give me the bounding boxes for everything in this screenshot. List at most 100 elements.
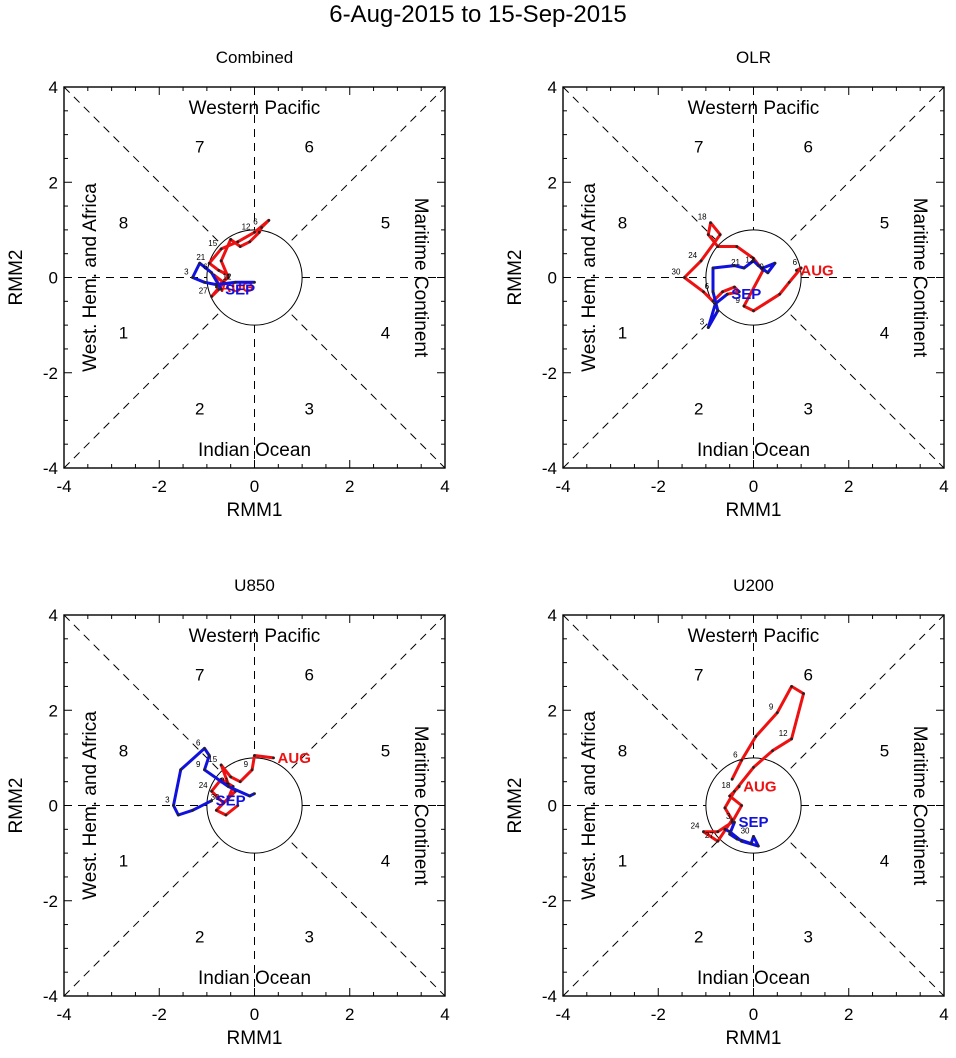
- phase-number-2: 2: [195, 927, 204, 946]
- day-marker: [238, 780, 242, 784]
- phase-number-1: 1: [119, 323, 128, 342]
- day-marker: [740, 758, 743, 762]
- day-marker: [226, 276, 230, 279]
- day-label: 24: [688, 251, 697, 260]
- x-tick-label: 2: [844, 477, 853, 496]
- day-marker: [752, 766, 755, 769]
- x-tick-label: 0: [250, 1005, 259, 1024]
- day-marker: [794, 268, 798, 272]
- day-label: 21: [220, 776, 229, 785]
- day-label: 9: [244, 760, 249, 769]
- day-marker: [742, 304, 746, 308]
- day-label: 30: [672, 268, 681, 277]
- figure-title: 6-Aug-2015 to 15-Sep-2015: [329, 1, 627, 28]
- day-marker: [267, 218, 271, 222]
- day-label: 27: [705, 831, 714, 840]
- day-label: 3: [184, 268, 189, 277]
- day-marker: [728, 794, 732, 798]
- day-marker: [217, 268, 221, 272]
- phase-number-4: 4: [381, 851, 390, 870]
- day-label: 24: [199, 781, 208, 790]
- phase-number-4: 4: [381, 323, 390, 342]
- day-marker: [723, 827, 727, 831]
- day-marker: [752, 309, 755, 313]
- month-label-aug: AUG: [278, 750, 311, 767]
- day-marker: [716, 839, 720, 843]
- region-label-right: Maritime Continent: [909, 726, 930, 886]
- panel-title: Combined: [216, 48, 294, 67]
- month-label-aug: AUG: [800, 262, 833, 279]
- phase-number-7: 7: [694, 666, 703, 685]
- x-axis-label: RMM1: [227, 500, 283, 521]
- day-marker: [219, 247, 223, 251]
- region-label-right: Maritime Continent: [909, 198, 930, 358]
- day-marker: [773, 261, 777, 265]
- unit-circle: [705, 757, 802, 854]
- y-tick-label: -4: [43, 987, 58, 1006]
- y-tick-label: -4: [43, 459, 58, 478]
- phase-number-3: 3: [305, 399, 314, 418]
- day-marker: [702, 830, 705, 834]
- day-marker: [790, 737, 793, 741]
- panel-title: U200: [733, 576, 774, 595]
- day-marker: [215, 285, 218, 289]
- day-marker: [203, 746, 206, 750]
- panel-title: U850: [234, 576, 275, 595]
- region-label-top: Western Pacific: [189, 98, 321, 119]
- phase-number-7: 7: [195, 666, 204, 685]
- phase-number-5: 5: [381, 742, 390, 761]
- day-marker: [226, 273, 230, 277]
- x-tick-label: -4: [555, 1005, 570, 1024]
- day-marker: [222, 801, 225, 805]
- panel-title: OLR: [736, 48, 771, 67]
- day-label: 3: [700, 318, 705, 327]
- unit-circle: [206, 229, 303, 326]
- day-marker: [771, 749, 774, 753]
- x-tick-label: 2: [844, 1005, 853, 1024]
- y-tick-label: -4: [542, 987, 557, 1006]
- x-axis-label: RMM1: [726, 1028, 782, 1049]
- day-marker: [716, 245, 720, 248]
- day-marker: [210, 295, 214, 298]
- day-marker: [224, 813, 228, 817]
- day-marker: [179, 768, 183, 772]
- day-marker: [699, 259, 703, 263]
- x-tick-label: 4: [939, 1005, 948, 1024]
- y-tick-label: 4: [49, 78, 58, 97]
- day-marker: [735, 245, 739, 248]
- y-tick-label: -2: [43, 892, 58, 911]
- phase-number-6: 6: [305, 666, 314, 685]
- phase-number-8: 8: [618, 214, 627, 233]
- day-marker: [740, 804, 743, 807]
- day-marker: [226, 796, 230, 800]
- x-axis-label: RMM1: [227, 1028, 283, 1049]
- day-label: 6: [705, 282, 710, 291]
- day-marker: [740, 839, 743, 843]
- day-marker: [718, 233, 722, 237]
- x-tick-label: -4: [56, 477, 71, 496]
- day-marker: [735, 837, 739, 841]
- phase-number-7: 7: [195, 138, 204, 157]
- y-tick-label: -2: [542, 364, 557, 383]
- day-marker: [730, 777, 734, 781]
- phase-number-3: 3: [305, 927, 314, 946]
- phase-number-5: 5: [880, 742, 889, 761]
- day-marker: [737, 785, 741, 788]
- phase-number-2: 2: [694, 399, 703, 418]
- y-tick-label: 2: [548, 173, 557, 192]
- day-marker: [754, 735, 758, 738]
- y-axis-label: RMM2: [6, 250, 27, 306]
- day-marker: [272, 756, 275, 760]
- day-marker: [257, 230, 261, 234]
- x-tick-label: 4: [440, 477, 449, 496]
- region-label-bottom: Indian Ocean: [198, 440, 311, 461]
- day-label: 3: [726, 812, 731, 821]
- day-label: 21: [731, 258, 740, 267]
- x-tick-label: 2: [345, 477, 354, 496]
- day-marker: [790, 685, 793, 688]
- day-marker: [733, 285, 736, 289]
- region-label-top: Western Pacific: [688, 626, 820, 647]
- day-label: 18: [698, 213, 707, 222]
- day-marker: [733, 820, 736, 824]
